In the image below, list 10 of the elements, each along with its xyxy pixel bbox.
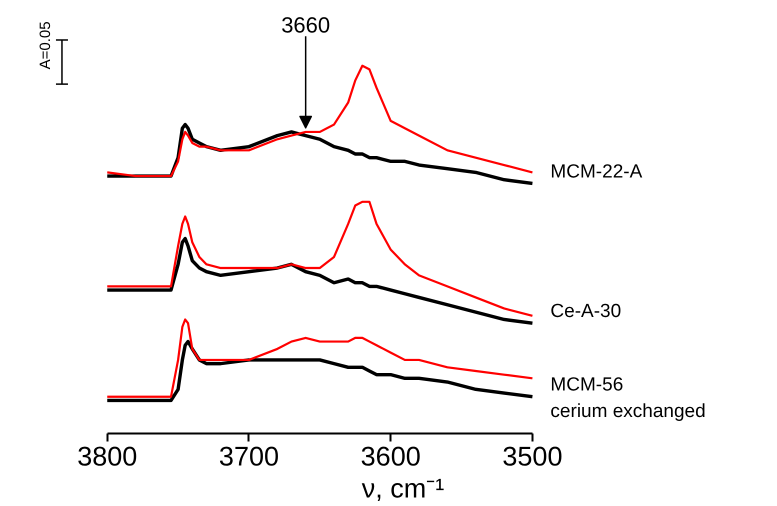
annotation: 3660 [281, 12, 330, 38]
x-tick-label: 3600 [360, 442, 421, 472]
x-axis-title: ν, cm⁻¹ [362, 474, 444, 504]
series-label: Ce-A-30 [550, 301, 622, 322]
x-tick-label: 3500 [502, 442, 562, 472]
x-tick-label: 3700 [218, 442, 280, 472]
text: A=0.05 [36, 21, 54, 70]
x-tick-label: 3800 [77, 442, 138, 472]
series-label: MCM-22-A [550, 161, 643, 182]
series-label: MCM-56 cerium exchanged [550, 374, 706, 422]
